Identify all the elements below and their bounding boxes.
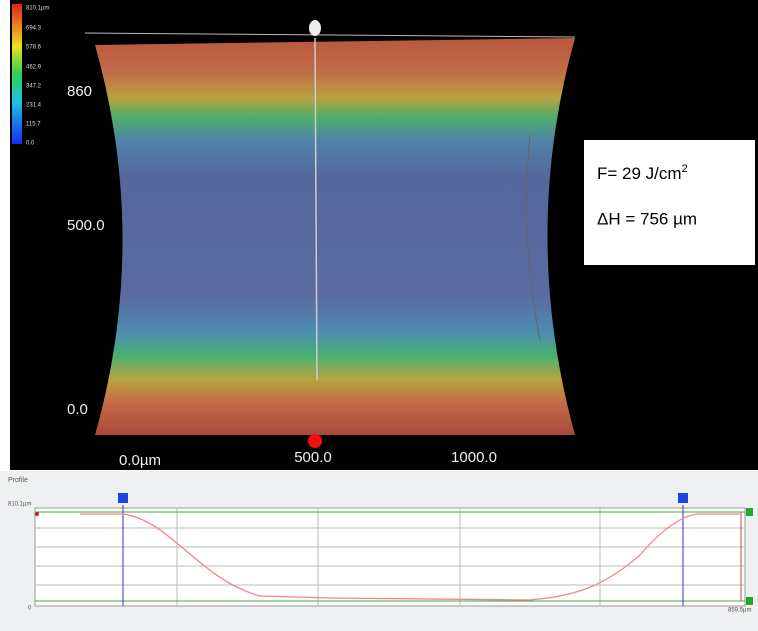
scale-label: 347.2 <box>26 84 42 90</box>
x-label: 1000.0 <box>451 449 497 466</box>
cursor-handle[interactable] <box>678 493 688 503</box>
scale-label: 115.7 <box>26 122 41 128</box>
depth: ΔH = 756 µm <box>597 209 697 228</box>
scale-label: 231.4 <box>26 103 42 109</box>
pin <box>309 20 321 36</box>
scale-label: 694.3 <box>26 26 42 32</box>
profile-x-right: 859.5µm <box>728 608 751 614</box>
fluence-text: F= 29 J/cm <box>597 164 682 183</box>
color-bar <box>12 4 22 144</box>
y-label: 500.0 <box>67 217 105 234</box>
fluence-exponent: 2 <box>682 163 688 175</box>
profile-y-top: 810.1µm <box>8 502 31 508</box>
y-label: 860 <box>67 83 92 100</box>
screenshot: 810.1µm 694.3 578.6 462.9 347.2 231.4 11… <box>0 0 758 631</box>
surface <box>95 38 575 435</box>
level-handle[interactable] <box>746 508 753 516</box>
scale-label: 462.9 <box>26 65 42 71</box>
scale-label: 810.1µm <box>26 6 49 12</box>
x-label: 0.0µm <box>119 452 161 469</box>
annotation-box <box>584 140 755 265</box>
x-label: 500.0 <box>294 449 332 466</box>
y-label: 0.0 <box>67 401 88 418</box>
scale-label: 0.0 <box>26 141 35 147</box>
fluence: F= 29 J/cm2 <box>597 163 688 184</box>
marker <box>308 434 322 448</box>
scale-label: 578.6 <box>26 45 42 51</box>
profile-title: Profile <box>8 477 28 484</box>
profile-start <box>35 512 39 516</box>
level-handle[interactable] <box>746 597 753 605</box>
cursor-handle[interactable] <box>118 493 128 503</box>
